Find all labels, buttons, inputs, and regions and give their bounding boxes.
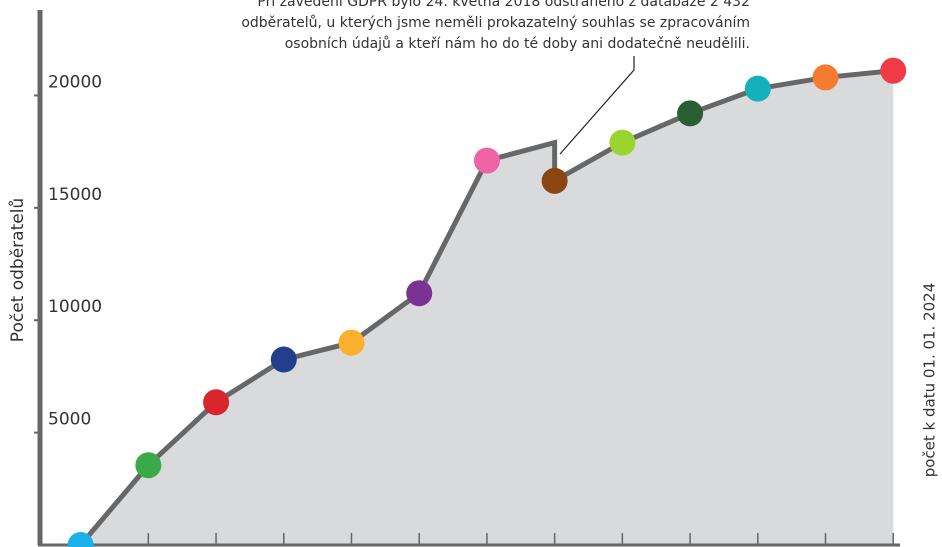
point	[67, 532, 94, 547]
point	[880, 57, 907, 84]
point	[744, 75, 771, 102]
point	[135, 452, 162, 479]
annotation-line: Při zavedení GDPR bylo 24. května 2018 o…	[257, 0, 750, 10]
point	[406, 280, 433, 307]
y-tick-label: 20000	[48, 72, 102, 92]
annotation-line: osobních údajů a kteří nám ho do té doby…	[285, 36, 750, 52]
y-axis-label: Počet odběratelů	[8, 198, 28, 342]
side-note: počet k datu 01. 01. 2024	[921, 283, 939, 478]
point	[541, 167, 568, 194]
point	[338, 329, 365, 356]
dots-layer	[67, 57, 907, 547]
y-tick-label: 5000	[48, 410, 91, 430]
point	[473, 147, 500, 174]
point	[677, 100, 704, 127]
area-layer	[80, 70, 894, 546]
y-tick-label: 10000	[48, 297, 102, 317]
point	[203, 389, 230, 416]
point	[812, 64, 839, 91]
annotation-line: odběratelů, u kterých jsme neměli prokaz…	[241, 15, 750, 31]
point	[270, 346, 297, 373]
point	[609, 129, 636, 156]
annotation-pointer	[559, 56, 635, 155]
y-tick-label: 15000	[48, 185, 102, 205]
area	[80, 70, 894, 546]
axes-layer: 5000 10000 15000 20000	[34, 10, 900, 547]
